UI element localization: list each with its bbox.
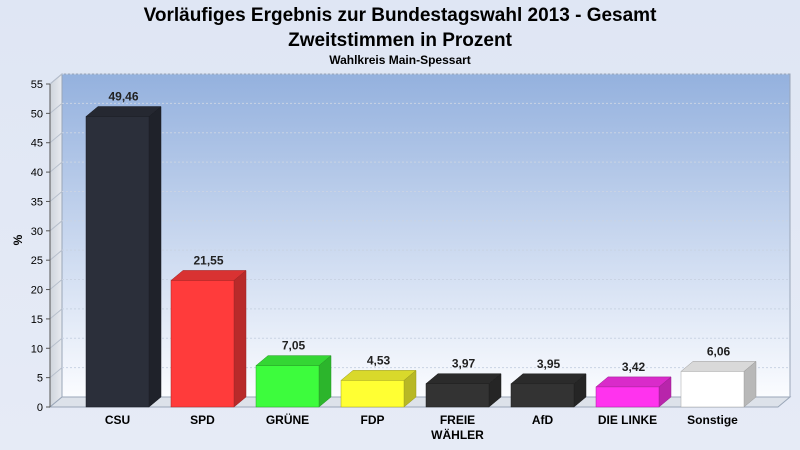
gridline-wall [49, 249, 63, 261]
gridline-wall [49, 337, 63, 349]
gridline-wall [49, 73, 63, 85]
x-tick-label: GRÜNE [266, 412, 309, 427]
data-label: 6,06 [707, 344, 731, 358]
y-tick-label: 20 [31, 285, 43, 297]
bar-top [170, 270, 247, 281]
chart-subtitle: Wahlkreis Main-Spessart [329, 53, 471, 67]
bar [255, 365, 320, 408]
plot-left-wall [49, 72, 63, 409]
bar-top [510, 373, 587, 385]
bar-side [148, 106, 162, 408]
x-tick-label: SPD [190, 413, 215, 427]
bar [170, 280, 235, 408]
x-tick-label: CSU [105, 413, 130, 427]
x-tick-label: Sonstige [687, 413, 738, 427]
data-label: 3,42 [622, 360, 646, 374]
data-label: 7,05 [282, 339, 306, 353]
gridline-wall [49, 279, 63, 290]
y-tick-label: 55 [31, 79, 43, 91]
data-label: 4,53 [367, 353, 391, 367]
data-label: 49,46 [108, 90, 138, 104]
y-tick-label: 45 [31, 138, 43, 150]
bar-side [233, 269, 247, 408]
y-tick-label: 35 [31, 196, 43, 208]
y-tick-label: 40 [31, 167, 43, 179]
chart-title-line2: Zweitstimmen in Prozent [288, 30, 512, 51]
data-label: 3,97 [452, 357, 476, 371]
y-tick-label: 15 [31, 314, 43, 326]
plot-area: 0 5 10 15 20 25 30 35 40 45 50 55 49,46 CSU 21,55 SPD 7,… [31, 72, 792, 442]
gridline-wall [49, 132, 63, 144]
x-tick-label: FREIE [440, 413, 475, 427]
x-tick-label: AfD [532, 413, 554, 427]
bar [680, 371, 745, 408]
bar [595, 386, 660, 408]
gridline-wall [49, 220, 63, 232]
y-axis-label: % [11, 234, 25, 245]
bar [425, 383, 490, 408]
y-tick-label: 30 [31, 226, 43, 238]
gridline-wall [49, 367, 63, 379]
data-label: 3,95 [537, 357, 561, 371]
bar-top [680, 361, 757, 372]
x-tick-label: FDP [361, 413, 385, 427]
x-tick-label: WÄHLER [431, 427, 484, 442]
data-label: 21,55 [193, 253, 223, 267]
x-tick-label: DIE LINKE [598, 413, 657, 427]
bar-top [340, 370, 417, 381]
bar [510, 383, 575, 408]
y-tick-label: 50 [31, 108, 43, 120]
bar-top [425, 373, 502, 384]
chart-title: Vorläufiges Ergebnis zur Bundestagswahl … [144, 5, 657, 26]
gridline-wall [49, 102, 63, 114]
gridline-wall [49, 161, 63, 173]
gridline-wall [49, 191, 63, 202]
y-tick-label: 5 [37, 373, 43, 385]
y-tick-label: 0 [37, 402, 43, 414]
bar-top [255, 355, 332, 366]
bar [85, 116, 150, 408]
bar-top [595, 376, 672, 388]
y-tick-label: 10 [31, 343, 43, 355]
bar [340, 380, 405, 408]
plot-floor [48, 396, 792, 408]
gridline-wall [49, 308, 63, 320]
y-tick-label: 25 [31, 255, 43, 267]
bar-top [85, 106, 162, 117]
